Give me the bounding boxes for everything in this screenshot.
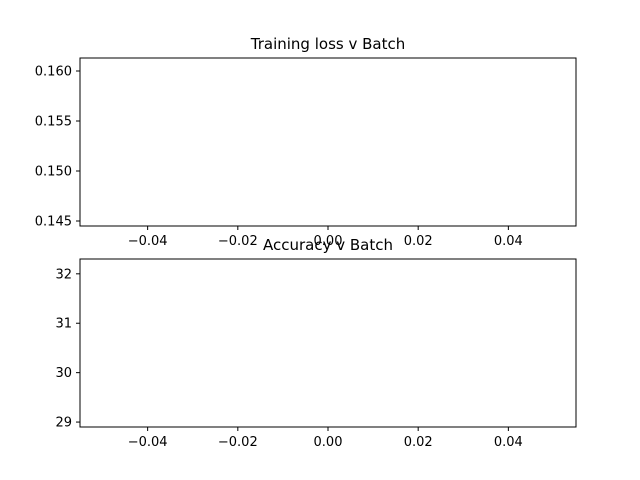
y-tick-label-training-loss: 0.160 [35, 65, 72, 80]
x-tick-label-accuracy: −0.04 [128, 435, 168, 450]
y-tick-label-training-loss: 0.150 [35, 165, 72, 180]
y-tick-label-accuracy: 30 [55, 366, 72, 381]
y-tick-label-accuracy: 29 [55, 416, 72, 431]
x-ticks-training-loss: −0.04 −0.02 0.00 0.02 0.04 [128, 226, 523, 249]
x-ticks-accuracy: −0.04 −0.02 0.00 0.02 0.04 [128, 427, 523, 450]
x-tick-label-training-loss: 0.04 [494, 234, 523, 249]
y-tick-label-training-loss: 0.145 [35, 215, 72, 230]
y-ticks-accuracy: 29 30 31 32 [55, 267, 80, 431]
x-tick-label-accuracy: −0.02 [218, 435, 258, 450]
x-tick-label-accuracy: 0.02 [404, 435, 433, 450]
x-tick-label-accuracy: 0.00 [314, 435, 343, 450]
x-tick-label-training-loss: 0.02 [404, 234, 433, 249]
axes-frame-training-loss [79, 57, 577, 227]
chart-title-training-loss: Training loss v Batch [250, 35, 405, 53]
x-tick-label-training-loss: −0.04 [128, 234, 168, 249]
x-tick-label-training-loss: 0.00 [314, 234, 343, 249]
chart-title-accuracy: Accuracy v Batch [263, 236, 393, 254]
chart-accuracy: −0.04 −0.02 0.00 0.02 0.04 29 30 31 32 Accuracy… [55, 236, 577, 450]
x-tick-label-accuracy: 0.04 [494, 435, 523, 450]
x-tick-label-training-loss: −0.02 [218, 234, 258, 249]
y-ticks-training-loss: 0.145 0.150 0.155 0.160 [35, 65, 80, 230]
y-tick-label-accuracy: 32 [55, 267, 72, 282]
axes-frame-accuracy [79, 258, 577, 428]
chart-training-loss: Training loss v Batch −0.04 −0.02 0.00 0.02… [35, 35, 577, 249]
y-tick-label-accuracy: 31 [55, 317, 72, 332]
y-tick-label-training-loss: 0.155 [35, 115, 72, 130]
